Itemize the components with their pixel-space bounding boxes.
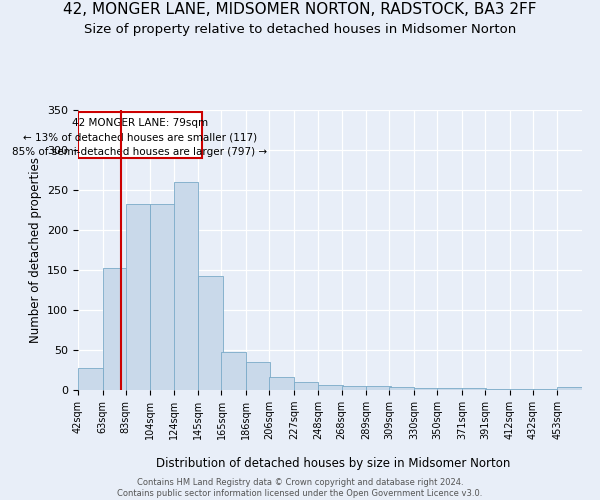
Bar bbox=[173, 182, 198, 390]
Bar bbox=[414, 388, 439, 390]
Text: Contains HM Land Registry data © Crown copyright and database right 2024.
Contai: Contains HM Land Registry data © Crown c… bbox=[118, 478, 482, 498]
Bar bbox=[198, 276, 223, 390]
Text: Size of property relative to detached houses in Midsomer Norton: Size of property relative to detached ho… bbox=[84, 22, 516, 36]
Bar bbox=[533, 389, 557, 390]
Bar bbox=[221, 352, 246, 390]
Text: Distribution of detached houses by size in Midsomer Norton: Distribution of detached houses by size … bbox=[156, 458, 510, 470]
Bar bbox=[437, 388, 462, 390]
Bar bbox=[151, 204, 175, 390]
Bar bbox=[341, 386, 366, 390]
Y-axis label: Number of detached properties: Number of detached properties bbox=[29, 157, 41, 343]
Text: ← 13% of detached houses are smaller (117): ← 13% of detached houses are smaller (11… bbox=[23, 132, 257, 142]
Bar bbox=[319, 385, 343, 390]
Bar bbox=[103, 268, 127, 390]
Bar bbox=[366, 386, 391, 390]
Bar bbox=[294, 382, 319, 390]
Bar bbox=[485, 389, 509, 390]
Bar bbox=[246, 362, 271, 390]
Bar bbox=[78, 368, 103, 390]
Bar bbox=[389, 387, 414, 390]
Text: 42, MONGER LANE, MIDSOMER NORTON, RADSTOCK, BA3 2FF: 42, MONGER LANE, MIDSOMER NORTON, RADSTO… bbox=[63, 2, 537, 18]
Bar bbox=[269, 377, 294, 390]
Bar bbox=[462, 388, 487, 390]
Text: 42 MONGER LANE: 79sqm: 42 MONGER LANE: 79sqm bbox=[72, 118, 208, 128]
Text: 85% of semi-detached houses are larger (797) →: 85% of semi-detached houses are larger (… bbox=[12, 147, 268, 157]
Bar bbox=[557, 387, 582, 390]
FancyBboxPatch shape bbox=[78, 112, 202, 158]
Bar bbox=[126, 204, 151, 390]
Bar bbox=[509, 389, 534, 390]
